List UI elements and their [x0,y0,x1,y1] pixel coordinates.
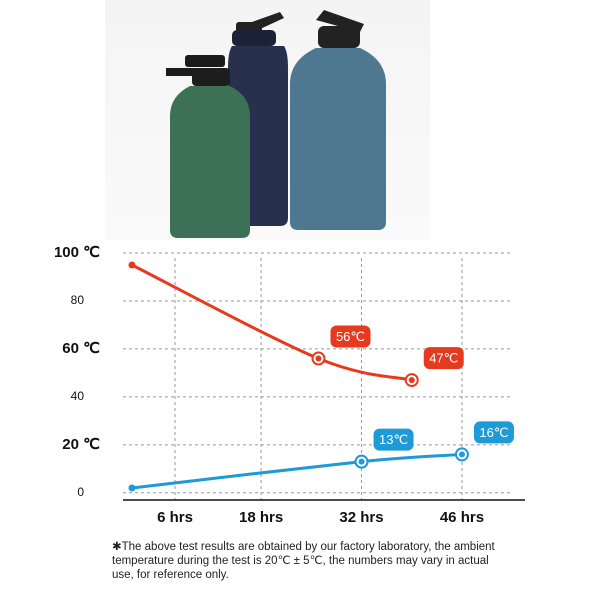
y-tick-label: 60 ℃ [62,340,100,357]
value-label-text: 16℃ [479,425,508,440]
product-image [105,0,430,240]
x-tick-label: 46 hrs [440,509,484,526]
y-tick-label: 20 ℃ [62,436,100,453]
y-tick-label: 80 [71,293,85,307]
x-tick-label: 32 hrs [339,509,383,526]
value-label-text: 56℃ [336,329,365,344]
value-label-text: 47℃ [429,351,458,366]
value-label: 16℃ [473,421,514,444]
point-dot [315,355,322,362]
value-label: 47℃ [423,347,464,370]
point-dot [358,458,365,465]
line [131,452,463,490]
point-dot [408,377,415,384]
chart: 100 ℃ 80 60 ℃ 40 20 ℃ 0 6 hrs 18 hrs 32 hrs 46 hr… [54,0,525,526]
value-label-box [373,428,414,451]
x-tick-label: 18 hrs [239,509,283,526]
value-label-box [473,421,514,444]
x-tick-label: 6 hrs [157,509,193,526]
point [128,261,136,269]
y-tick-label: 100 ℃ [54,244,100,261]
value-label: 56℃ [330,325,371,348]
value-label: 13℃ [373,428,414,451]
value-label-text: 13℃ [379,432,408,447]
point [128,484,136,492]
value-label-box [330,325,371,348]
point-dot [458,451,465,458]
y-tick-label: 40 [71,389,85,403]
value-label-box [423,347,464,370]
y-tick-label: 0 [77,485,84,499]
footnote: ✱The above test results are obtained by … [112,541,495,581]
line [131,263,413,382]
